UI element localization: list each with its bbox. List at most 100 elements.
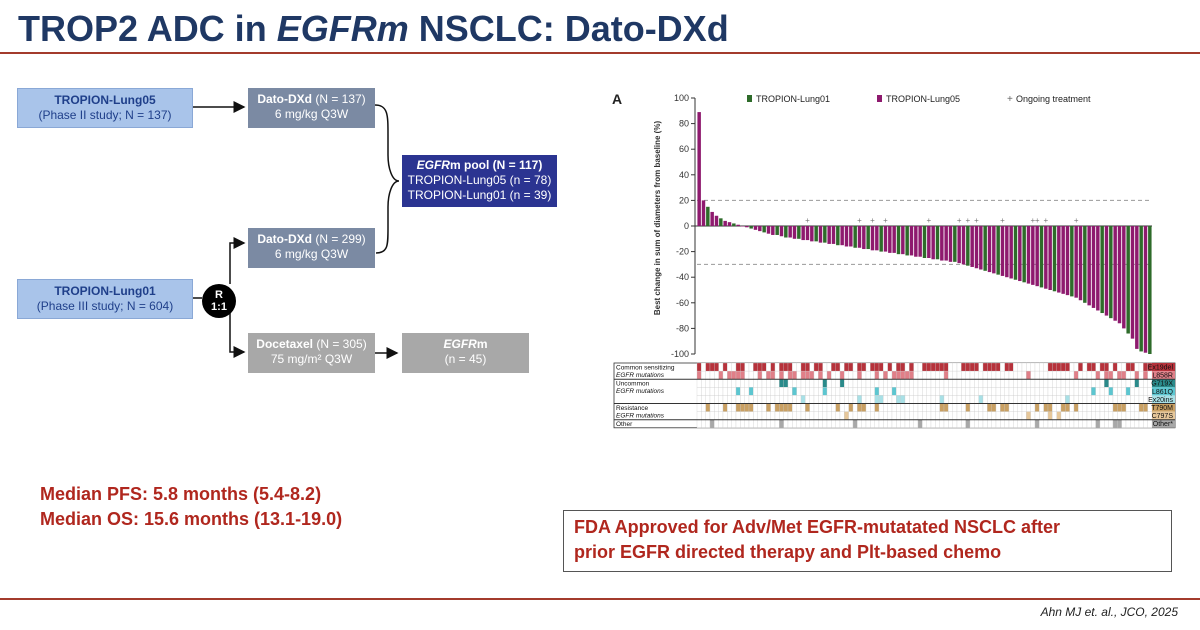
mutation-cell (722, 362, 728, 372)
mutation-cell (792, 403, 797, 412)
waterfall-bar (957, 226, 961, 264)
mutation-cell (1008, 370, 1014, 380)
mutation-cell (1000, 403, 1005, 412)
mutation-cell (1043, 419, 1049, 428)
mutation-cell (818, 387, 823, 396)
mutation-cell (1060, 419, 1066, 428)
mutation-cell (831, 419, 836, 428)
mutation-cell (1047, 411, 1053, 420)
mutation-cell (839, 370, 845, 380)
mutation-cell (961, 403, 966, 412)
waterfall-bar (1005, 226, 1009, 278)
mutation-cell (1121, 403, 1127, 412)
mutation-cell (887, 411, 893, 420)
mutation-cell (987, 370, 992, 380)
mutation-cell (1043, 403, 1049, 412)
mutation-cell (809, 419, 815, 428)
mutation-cell (982, 403, 988, 412)
mutation-cell (1017, 370, 1023, 380)
mutation-cell (1125, 395, 1131, 404)
mutation-cell (1065, 395, 1070, 404)
mutation-cell (1000, 370, 1005, 380)
mutation-cell (1021, 419, 1027, 428)
mutation-cell (1082, 403, 1088, 412)
waterfall-bar (797, 226, 801, 239)
waterfall-bar (1065, 226, 1070, 296)
mutation-cell (1095, 379, 1101, 388)
mutation-cell (1039, 379, 1044, 388)
waterfall-bar (749, 226, 753, 229)
mutation-cell (1013, 403, 1018, 412)
mutation-cell (991, 387, 997, 396)
ongoing-marker: + (857, 216, 862, 225)
mutation-cell (948, 387, 953, 396)
waterfall-bar (740, 226, 745, 227)
mutation-cell (987, 379, 992, 388)
mutation-cell (792, 362, 797, 372)
mutation-cell (865, 370, 871, 380)
mutation-cell (740, 362, 745, 372)
mutation-cell (844, 387, 849, 396)
mutation-cell (1108, 411, 1114, 420)
waterfall-bar (1130, 226, 1135, 339)
mutation-cell (696, 395, 702, 404)
mutation-cell (1138, 403, 1144, 412)
tropion-lung05-box: TROPION-Lung05 (Phase II study; N = 137) (17, 88, 193, 128)
mutation-cell (896, 395, 901, 404)
mutation-cell (757, 362, 763, 372)
mutation-cell (800, 362, 806, 372)
mutation-cell (974, 395, 979, 404)
ongoing-marker: + (926, 216, 931, 225)
mutation-cell (926, 370, 932, 380)
mutation-cell (1078, 387, 1083, 396)
mutation-cell (991, 370, 997, 380)
mutation-row-label: Ex20ins (1148, 397, 1173, 404)
mutation-cell (701, 395, 706, 404)
mutation-cell (848, 419, 854, 428)
mutation-cell (861, 379, 867, 388)
mutation-cell (891, 370, 897, 380)
waterfall-bar (918, 226, 922, 257)
waterfall-bar (1018, 226, 1022, 282)
mutation-cell (930, 395, 936, 404)
mutation-cell (883, 411, 888, 420)
mutation-cell (1095, 403, 1101, 412)
waterfall-bar (862, 226, 866, 250)
mutation-cell (952, 379, 958, 388)
mutation-cell (1047, 419, 1053, 428)
mutation-cell (961, 387, 966, 396)
mutation-cell (1121, 387, 1127, 396)
mutation-cell (1060, 379, 1066, 388)
mutation-cell (839, 395, 845, 404)
mutation-cell (722, 403, 728, 412)
mutation-cell (891, 379, 897, 388)
waterfall-bar (1143, 226, 1148, 353)
mutation-cell (987, 387, 992, 396)
mutation-cell (1117, 411, 1122, 420)
mutation-cell (757, 419, 763, 428)
mutation-cell (991, 379, 997, 388)
waterfall-bar (844, 226, 849, 247)
mutation-cell (1130, 419, 1135, 428)
mutation-cell (1134, 419, 1140, 428)
mutation-cell (1095, 387, 1101, 396)
mutation-cell (705, 370, 711, 380)
mutation-cell (874, 387, 880, 396)
mutation-cell (930, 370, 936, 380)
mutation-cell (844, 370, 849, 380)
waterfall-bar (836, 226, 840, 246)
waterfall-bar (1135, 226, 1139, 349)
mutation-cell (1082, 362, 1088, 372)
mutation-cell (917, 370, 923, 380)
waterfall-bar (974, 226, 979, 269)
mutation-cell (965, 395, 971, 404)
waterfall-bar (1000, 226, 1005, 276)
mutation-cell (1021, 411, 1027, 420)
mutation-cell (701, 387, 706, 396)
mutation-cell (718, 370, 724, 380)
mutation-cell (774, 370, 780, 380)
mutation-cell (1117, 379, 1122, 388)
ongoing-marker: + (974, 216, 979, 225)
mutation-cell (779, 411, 784, 420)
mutation-cell (1039, 370, 1044, 380)
